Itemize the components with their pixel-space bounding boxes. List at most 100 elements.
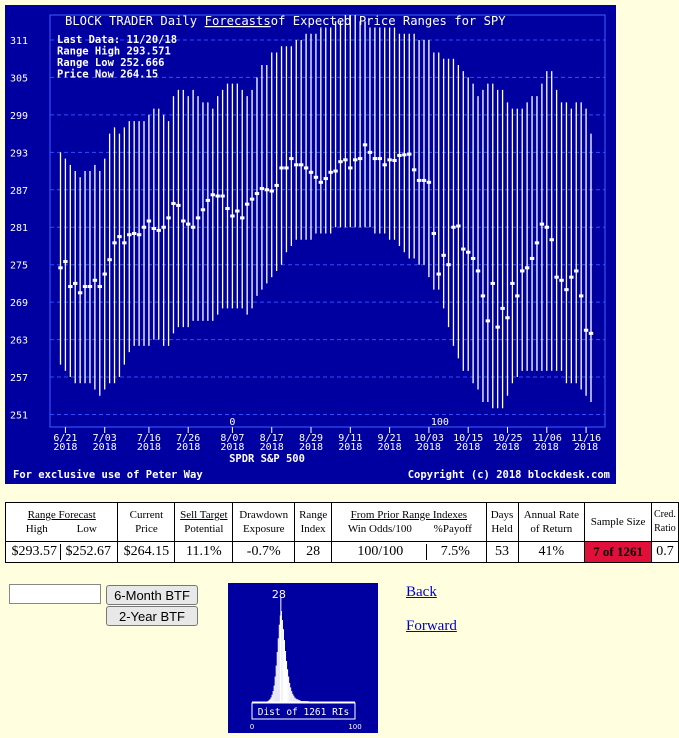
days-label: Days <box>490 509 514 521</box>
price-marker <box>92 278 98 282</box>
price-marker <box>279 166 284 170</box>
x-tick-date: 9/21 <box>378 433 402 444</box>
chart-title-part: of Expected Price Ranges for SPY <box>271 14 506 28</box>
price-marker <box>465 250 471 254</box>
price-marker <box>294 163 299 167</box>
cred-label: Cred. <box>653 509 676 520</box>
price-marker <box>505 316 510 320</box>
price-marker <box>578 294 584 298</box>
range-index-header: Range Index <box>294 502 333 542</box>
price-marker <box>131 231 137 235</box>
x-tick-date: 8/07 <box>220 433 244 444</box>
price-marker <box>210 193 215 197</box>
price-marker <box>269 189 274 193</box>
two-year-btf-button[interactable]: 2-Year BTF <box>106 606 198 626</box>
forecast-chart: 311 305 299 293 287 281 275 269 263 257 251 BLOCK T… <box>5 5 616 484</box>
symbol-input[interactable] <box>9 584 101 604</box>
x-tick-date: 10/15 <box>453 433 483 444</box>
histogram-axis-max: 100 <box>348 723 361 731</box>
histogram-title: 28 <box>272 588 286 601</box>
price-marker <box>426 180 432 184</box>
price-marker <box>524 266 530 270</box>
price-marker <box>534 241 540 245</box>
drawdown-header: Drawdown Exposure <box>232 502 296 542</box>
price-marker <box>107 258 112 262</box>
inner-marker: 0 <box>229 417 235 428</box>
price-marker <box>82 285 88 289</box>
price-marker <box>274 183 279 187</box>
prior-indexes-values: 100/100 7.5% <box>331 541 487 563</box>
sell-target-header: Sell Target Potential <box>174 502 234 542</box>
price-marker <box>244 202 250 206</box>
price-marker <box>588 331 594 335</box>
histogram-bin <box>296 699 298 702</box>
price-marker <box>230 214 235 218</box>
footer-left: For exclusive use of Peter Way <box>13 469 203 481</box>
price-marker <box>220 194 225 198</box>
histogram-bin <box>288 676 290 702</box>
price-marker <box>284 166 289 170</box>
distribution-histogram-svg: 28 Dist of 1261 RIs 0 100 <box>250 588 362 731</box>
payoff-label: %Payoff <box>433 523 472 535</box>
price-marker <box>195 216 201 220</box>
x-tick-year: 2018 <box>53 442 77 453</box>
plot-area-border <box>49 14 606 428</box>
drawdown-value: -0.7% <box>232 541 296 563</box>
back-link[interactable]: Back <box>406 584 437 600</box>
x-tick-date: 10/25 <box>492 433 522 444</box>
price-marker <box>318 180 324 184</box>
forward-link[interactable]: Forward <box>406 618 457 634</box>
price-marker <box>451 225 456 229</box>
held-label: Held <box>491 523 513 535</box>
price-marker <box>215 194 220 198</box>
annual-label: Annual Rate <box>523 509 579 521</box>
price-marker <box>470 256 476 260</box>
price-marker <box>166 216 171 220</box>
sample-size-label: Sample Size <box>590 516 646 528</box>
six-month-btf-button[interactable]: 6-Month BTF <box>106 585 198 605</box>
range-index-value: 28 <box>294 541 333 563</box>
price-marker <box>68 285 73 289</box>
price-marker <box>343 158 348 162</box>
price-marker <box>235 209 240 213</box>
chart-title-link: Forecasts <box>205 14 271 28</box>
days-held-header: Days Held <box>485 502 519 542</box>
y-tick-label: 263 <box>10 336 28 347</box>
histogram-bin <box>275 665 277 702</box>
price-marker <box>416 178 422 182</box>
x-tick-date: 8/17 <box>260 433 284 444</box>
histogram-bin <box>274 676 276 702</box>
price-marker <box>87 285 93 289</box>
price-marker <box>411 168 417 172</box>
histogram-label-box <box>251 702 356 720</box>
price-marker <box>583 328 589 332</box>
price-marker <box>446 263 451 267</box>
price-marker <box>362 143 368 147</box>
x-tick-year: 2018 <box>574 442 598 453</box>
price-marker <box>407 152 412 156</box>
price-marker <box>559 278 564 282</box>
histogram-bin <box>284 651 287 702</box>
price-marker <box>289 157 294 161</box>
annual-rate-header: Annual Rate of Return <box>517 502 586 542</box>
price-marker <box>485 319 491 323</box>
price-marker <box>186 222 191 226</box>
price-marker <box>303 166 309 170</box>
price-marker <box>529 256 535 260</box>
x-tick-year: 2018 <box>260 442 284 453</box>
potential-label: Potential <box>184 523 224 535</box>
win-odds-label: Win Odds/100 <box>347 523 412 535</box>
histogram-bin <box>290 687 292 702</box>
ratio-label: Ratio <box>654 523 676 534</box>
price-marker <box>63 260 68 264</box>
price-marker <box>176 203 181 207</box>
inner-marker: 100 <box>431 417 449 428</box>
price-marker <box>240 216 245 220</box>
x-tick-date: 7/03 <box>93 433 117 444</box>
price-marker <box>298 163 304 167</box>
price-marker <box>544 225 549 229</box>
price-marker <box>574 269 579 273</box>
x-axis-label: SPDR S&P 500 <box>229 453 305 465</box>
histogram-bin <box>273 685 275 702</box>
histogram-bin <box>289 682 291 702</box>
